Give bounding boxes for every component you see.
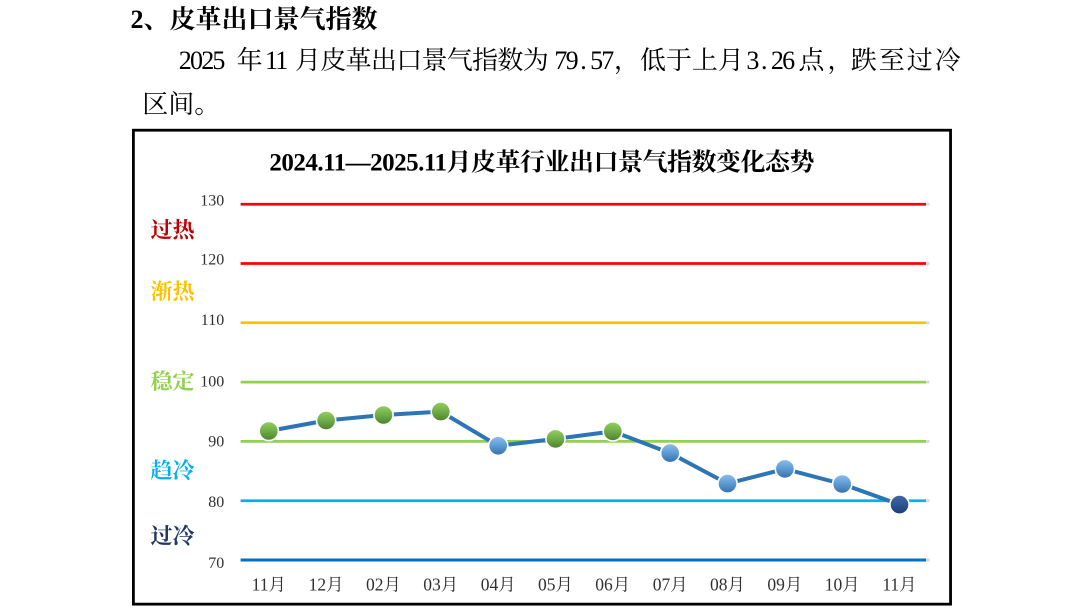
svg-text:05月: 05月 bbox=[538, 574, 573, 594]
svg-text:12月: 12月 bbox=[309, 574, 344, 594]
svg-text:120: 120 bbox=[200, 252, 224, 269]
svg-text:80: 80 bbox=[208, 494, 224, 511]
svg-text:10月: 10月 bbox=[825, 574, 860, 594]
svg-text:110: 110 bbox=[201, 312, 224, 329]
svg-text:02月: 02月 bbox=[366, 574, 401, 594]
svg-text:07月: 07月 bbox=[653, 574, 688, 594]
svg-text:70: 70 bbox=[208, 555, 224, 572]
svg-text:90: 90 bbox=[208, 433, 224, 450]
svg-text:100: 100 bbox=[200, 373, 224, 390]
svg-text:11月: 11月 bbox=[252, 574, 286, 594]
svg-text:09月: 09月 bbox=[767, 574, 802, 594]
svg-text:2024.11—2025.11月皮革行业出口景气指数变化态势: 2024.11—2025.11月皮革行业出口景气指数变化态势 bbox=[269, 149, 814, 177]
svg-text:04月: 04月 bbox=[481, 574, 516, 594]
svg-text:06月: 06月 bbox=[595, 574, 630, 594]
svg-text:08月: 08月 bbox=[710, 574, 745, 594]
svg-text:03月: 03月 bbox=[423, 574, 458, 594]
svg-text:11月: 11月 bbox=[882, 574, 916, 594]
svg-text:130: 130 bbox=[200, 192, 224, 209]
svg-text:稳定: 稳定 bbox=[151, 369, 195, 394]
svg-text:过热: 过热 bbox=[151, 217, 195, 242]
svg-text:渐热: 渐热 bbox=[151, 279, 195, 304]
svg-text:趋冷: 趋冷 bbox=[151, 458, 195, 483]
svg-text:过冷: 过冷 bbox=[151, 524, 195, 549]
